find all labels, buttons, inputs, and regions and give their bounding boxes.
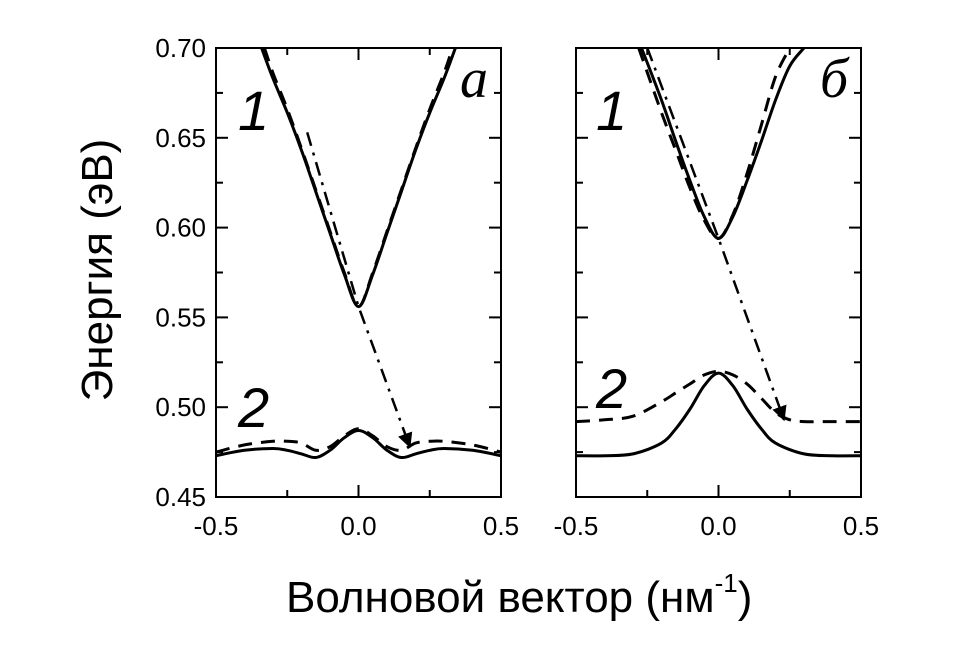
panel-b-x-tick-label-1: 0.0 (700, 511, 736, 541)
y-tick-label-1: 0.50 (155, 392, 206, 422)
panel-a-series-0-solid-line (260, 48, 457, 309)
panel-a-curves (216, 48, 501, 460)
x-axis-title-superscript: -1 (715, 568, 738, 598)
y-tick-label-4: 0.65 (155, 123, 206, 153)
panel-a-x-tick-label-0: -0.5 (194, 511, 239, 541)
panel-a-series-3-dashed-line (216, 427, 501, 454)
panel-a-curve-label-1: 1 (238, 79, 269, 142)
panel-a-curve-label-2: 2 (237, 376, 269, 439)
x-tick-labels: -0.5 0.0 0.5 -0.5 0.0 0.5 (194, 511, 879, 541)
panel-b-curve-label-1: 1 (596, 79, 627, 142)
panel-b-series-2-solid-line (576, 371, 861, 458)
x-axis-title-close: ) (738, 573, 753, 622)
panel-b-label: б (820, 48, 850, 110)
panel-a: a 1 2 (215, 47, 502, 498)
y-tick-labels: 0.45 0.50 0.55 0.60 0.65 0.70 (155, 33, 206, 512)
panel-a-x-tick-label-1: 0.0 (340, 511, 376, 541)
panel-b-x-tick-label-2: 0.5 (843, 511, 879, 541)
panel-b-series-4-dashdot-line (646, 48, 787, 422)
panel-a-label: a (460, 48, 488, 110)
panel-a-series-4-dashdot-line (306, 132, 413, 449)
panel-b-series-3-dashed-line (576, 369, 861, 424)
panel-a-ticks (215, 47, 502, 498)
y-tick-label-0: 0.45 (155, 482, 206, 512)
panel-a-x-tick-label-2: 0.5 (483, 511, 519, 541)
panel-b: б 1 2 (575, 47, 862, 498)
panel-b-series-0-solid-line (640, 48, 806, 240)
y-axis-title: Энергия (эВ) (73, 139, 122, 402)
y-tick-label-3: 0.60 (155, 213, 206, 243)
panel-b-ticks (575, 47, 862, 498)
panel-b-curve-label-2: 2 (595, 357, 627, 420)
panel-a-series-1-dashed-line (262, 48, 455, 309)
x-axis-title: Волновой вектор (нм-1) (286, 568, 752, 622)
panel-b-x-tick-label-0: -0.5 (554, 511, 599, 541)
y-tick-label-2: 0.55 (155, 302, 206, 332)
x-axis-title-main: Волновой вектор (нм (286, 573, 715, 622)
panel-a-series-2-solid-line (216, 429, 501, 460)
panel-b-curves (576, 48, 861, 458)
panel-b-series-1-dashed-line (637, 48, 792, 240)
y-tick-label-5: 0.70 (155, 33, 206, 63)
